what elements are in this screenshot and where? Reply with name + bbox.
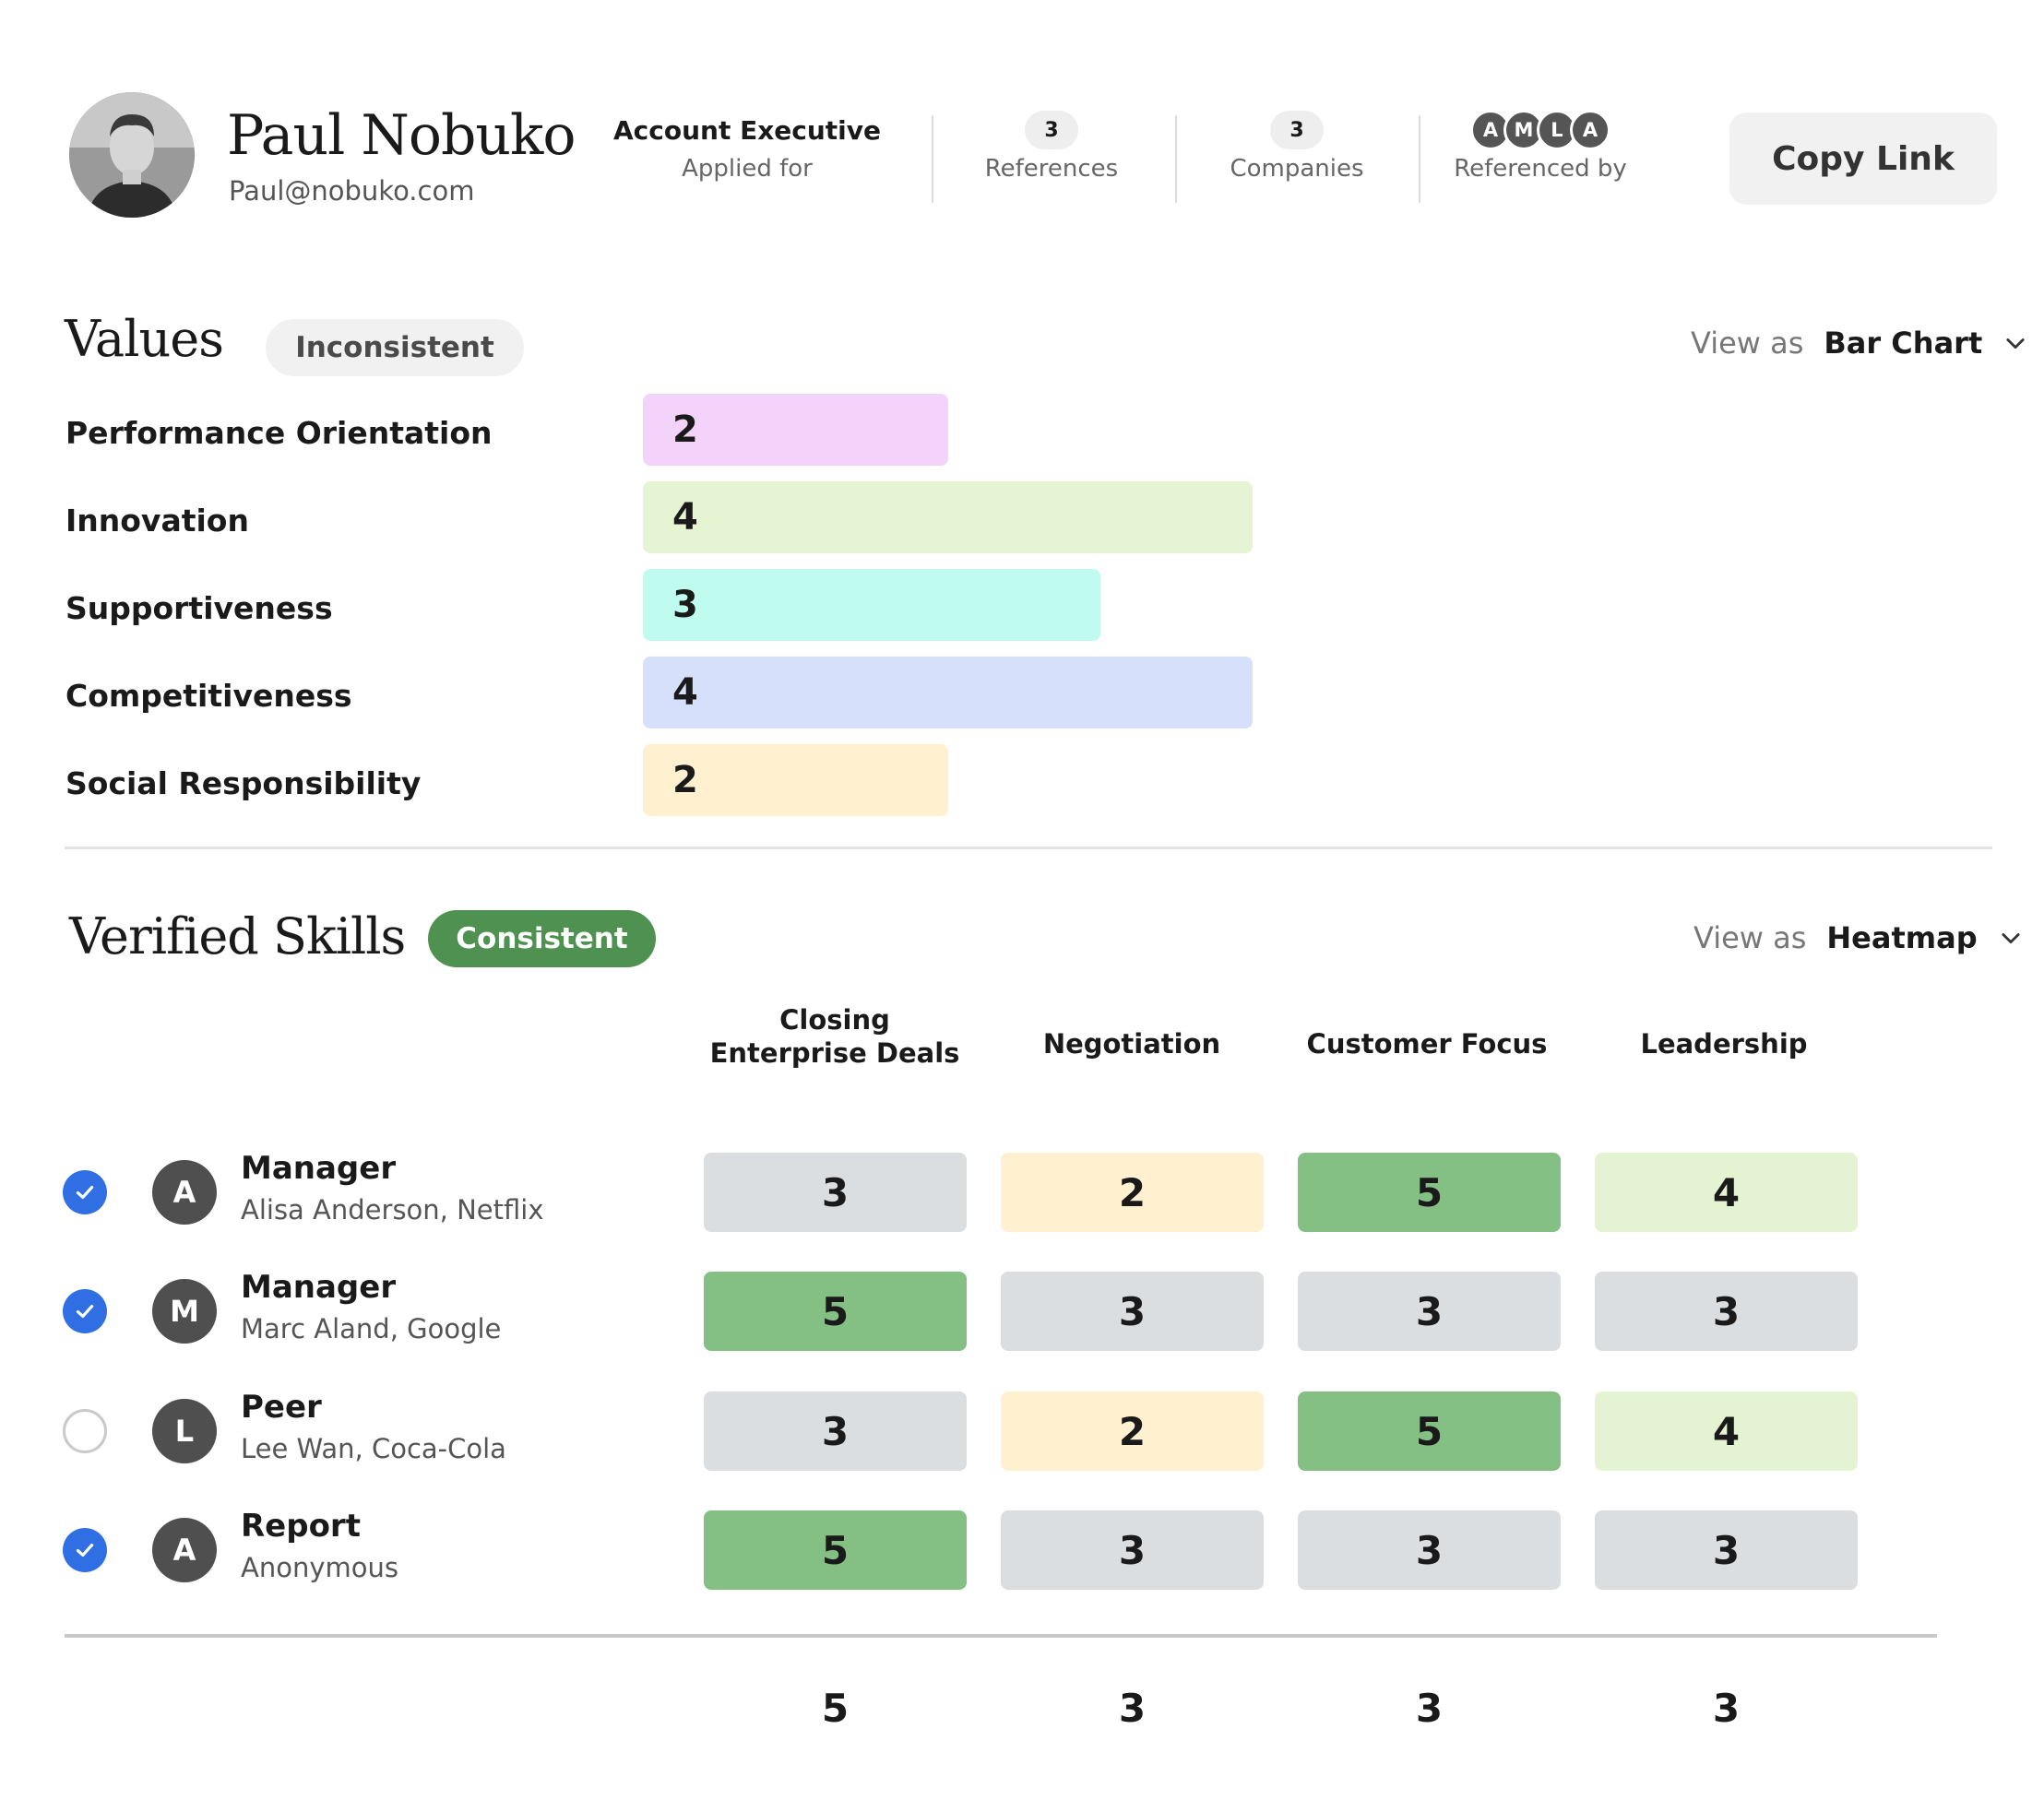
- skill-column-header: Customer Focus: [1306, 1028, 1548, 1060]
- view-as-value[interactable]: Heatmap: [1826, 920, 1978, 955]
- heatmap-cell: 3: [1298, 1272, 1561, 1351]
- heatmap-cell: 3: [1595, 1510, 1858, 1590]
- reference-avatar: M: [152, 1279, 217, 1344]
- reference-avatar: L: [152, 1399, 217, 1463]
- skill-total: 3: [1712, 1686, 1741, 1731]
- reference-person: Marc Aland, Google: [241, 1313, 502, 1344]
- skill-column-header: Negotiation: [1042, 1028, 1221, 1060]
- view-as-label: View as: [1693, 920, 1807, 955]
- reference-person: Lee Wan, Coca-Cola: [241, 1433, 506, 1464]
- value-label: Competitiveness: [65, 678, 352, 714]
- values-consistency-badge: Inconsistent: [266, 319, 524, 376]
- candidate-avatar: [69, 92, 195, 218]
- profile-header: Paul Nobuko Paul@nobuko.com Account Exec…: [0, 0, 2044, 277]
- skill-total: 3: [1415, 1686, 1444, 1731]
- companies-stat: 3 Companies: [1205, 111, 1389, 183]
- value-label: Performance Orientation: [65, 415, 493, 451]
- references-stat: 3 References: [959, 111, 1144, 183]
- reference-person: Alisa Anderson, Netflix: [241, 1194, 544, 1226]
- reference-checkbox[interactable]: [63, 1409, 107, 1453]
- view-as-label: View as: [1691, 326, 1804, 361]
- checkmark-icon: [76, 1185, 94, 1200]
- reference-checkbox[interactable]: [63, 1289, 107, 1333]
- value-bar: 4: [643, 657, 1253, 728]
- reference-avatar: A: [152, 1160, 217, 1225]
- heatmap-cell: 5: [704, 1272, 967, 1351]
- referee-avatar[interactable]: A: [1570, 110, 1610, 150]
- skill-total: 3: [1118, 1686, 1147, 1731]
- referenced-by-avatars[interactable]: A M L A: [1470, 110, 1610, 150]
- values-view-as-dropdown[interactable]: View as Bar Chart: [1691, 326, 2028, 361]
- value-bar: 2: [643, 744, 948, 816]
- heatmap-cell: 4: [1595, 1153, 1858, 1232]
- reference-avatar: A: [152, 1518, 217, 1582]
- candidate-name: Paul Nobuko: [227, 103, 576, 168]
- heatmap-cell: 4: [1595, 1391, 1858, 1471]
- references-count: 3: [1025, 111, 1078, 149]
- heatmap-cell: 5: [704, 1510, 967, 1590]
- heatmap-cell: 5: [1298, 1391, 1561, 1471]
- chevron-down-icon[interactable]: [2002, 330, 2028, 356]
- values-title: Values: [65, 310, 224, 368]
- checkmark-icon: [76, 1543, 94, 1557]
- copy-link-button[interactable]: Copy Link: [1729, 112, 1997, 205]
- value-bar: 2: [643, 394, 948, 466]
- heatmap-cell: 2: [1001, 1391, 1264, 1471]
- reference-checkbox[interactable]: [63, 1528, 107, 1572]
- stat-divider: [1175, 115, 1177, 203]
- referenced-by-label: Referenced by: [1454, 155, 1627, 183]
- applied-for-stat: Account Executive Applied for: [609, 111, 885, 184]
- value-bar: 3: [643, 569, 1100, 641]
- heatmap-cell: 5: [1298, 1153, 1561, 1232]
- referenced-by-stat: A M L A Referenced by: [1439, 110, 1642, 183]
- view-as-value[interactable]: Bar Chart: [1824, 326, 1983, 361]
- heatmap-cell: 2: [1001, 1153, 1264, 1232]
- checkmark-icon: [76, 1304, 94, 1319]
- position-title: Account Executive: [612, 114, 882, 146]
- heatmap-cell: 3: [1595, 1272, 1858, 1351]
- heatmap-cell: 3: [1001, 1272, 1264, 1351]
- value-label: Social Responsibility: [65, 765, 422, 801]
- heatmap-cell: 3: [704, 1153, 967, 1232]
- companies-label: Companies: [1230, 155, 1364, 183]
- skill-total: 5: [821, 1686, 850, 1731]
- heatmap-cell: 3: [704, 1391, 967, 1471]
- companies-count: 3: [1270, 111, 1324, 149]
- skill-column-header: Leadership: [1640, 1028, 1808, 1060]
- reference-person: Anonymous: [241, 1552, 398, 1583]
- skills-view-as-dropdown[interactable]: View as Heatmap: [1693, 920, 2024, 955]
- position-label: Applied for: [682, 155, 813, 183]
- reference-role: Manager: [241, 1269, 397, 1306]
- skill-column-header: Closing Enterprise Deals: [709, 1004, 960, 1069]
- chevron-down-icon[interactable]: [1998, 925, 2024, 951]
- totals-divider: [65, 1634, 1937, 1638]
- skills-consistency-badge: Consistent: [428, 910, 656, 967]
- value-label: Supportiveness: [65, 590, 333, 626]
- skills-title: Verified Skills: [69, 907, 406, 965]
- value-bar: 4: [643, 481, 1253, 553]
- stat-divider: [932, 115, 933, 203]
- person-photo-icon: [69, 92, 195, 218]
- references-label: References: [984, 155, 1119, 183]
- reference-role: Report: [241, 1508, 361, 1545]
- value-label: Innovation: [65, 503, 249, 539]
- reference-role: Manager: [241, 1150, 397, 1187]
- stat-divider: [1419, 115, 1420, 203]
- heatmap-cell: 3: [1298, 1510, 1561, 1590]
- candidate-email: Paul@nobuko.com: [229, 175, 475, 207]
- reference-checkbox[interactable]: [63, 1170, 107, 1214]
- reference-role: Peer: [241, 1389, 322, 1426]
- heatmap-cell: 3: [1001, 1510, 1264, 1590]
- section-divider: [65, 847, 1992, 849]
